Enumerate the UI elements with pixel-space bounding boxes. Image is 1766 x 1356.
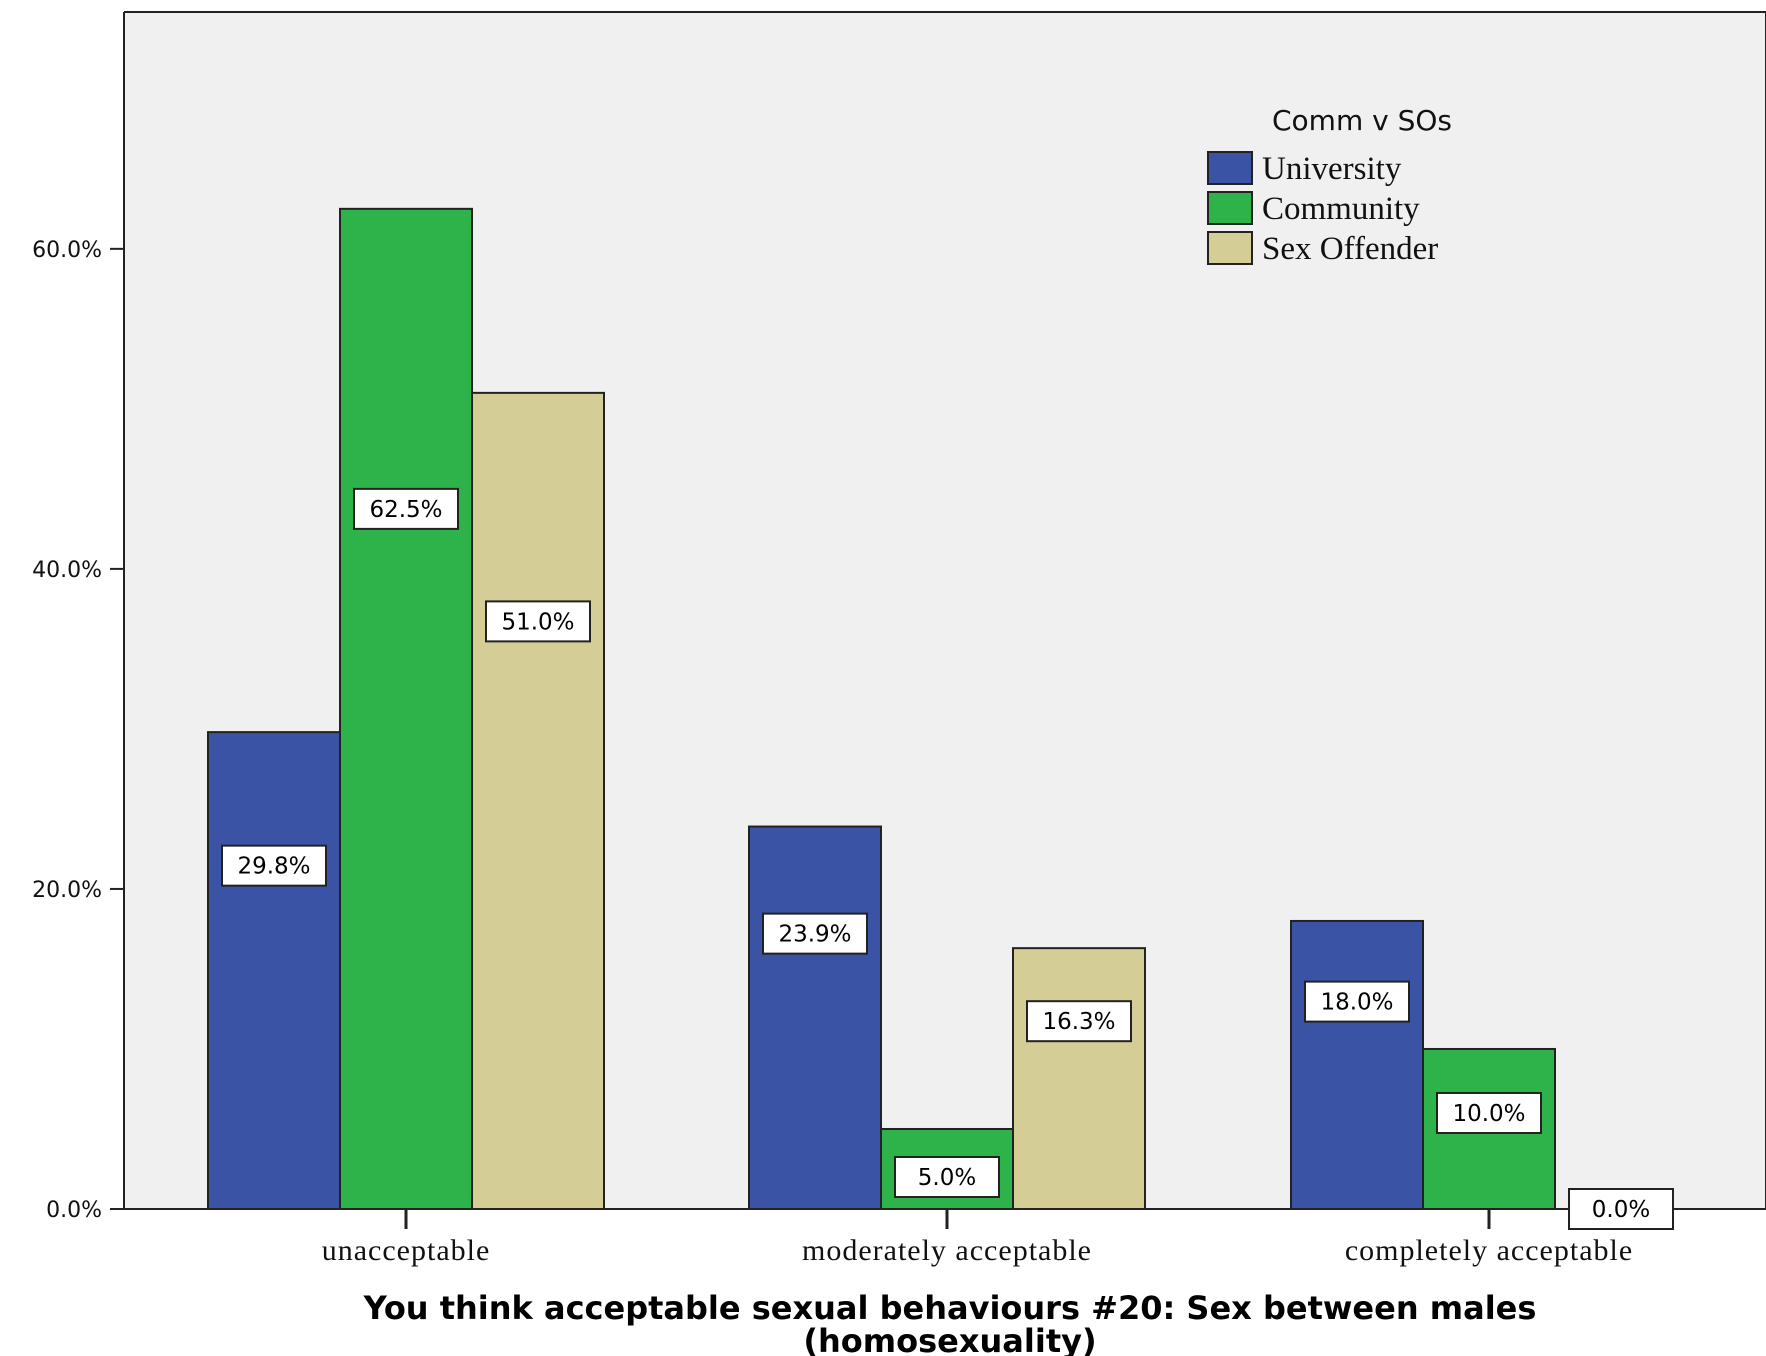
bars <box>207 207 1556 1211</box>
data-label-text: 0.0% <box>1592 1197 1650 1223</box>
x-axis-title-line-1: You think acceptable sexual behaviours #… <box>363 1289 1537 1327</box>
bar <box>339 207 473 1210</box>
data-label: 16.3% <box>1026 1000 1132 1043</box>
data-label: 5.0% <box>894 1155 1000 1198</box>
legend-item: University <box>1207 151 1402 187</box>
x-axis: unacceptable moderately acceptable complet… <box>124 1208 1766 1267</box>
legend-swatch <box>1207 191 1253 225</box>
data-label: 23.9% <box>762 912 868 955</box>
data-label-text: 16.3% <box>1042 1009 1115 1035</box>
data-label-box <box>762 912 868 955</box>
data-labels: 29.8% 23.9% 18.0% 62.5% 5.0% 10.0% 51.0% 16.3% 0… <box>221 487 1674 1230</box>
bar <box>1290 919 1424 1210</box>
y-axis: 0.0% 20.0% 40.0% 60.0% <box>32 11 1766 1223</box>
data-label-box <box>485 600 591 643</box>
legend-label: University <box>1262 151 1402 187</box>
bar <box>207 731 341 1210</box>
data-label-box <box>1304 980 1410 1023</box>
legend-label: Community <box>1262 191 1420 227</box>
data-label-text: 51.0% <box>501 609 574 635</box>
x-axis-title-line-2: (homosexuality) <box>803 1322 1096 1356</box>
x-category-label: unacceptable <box>322 1234 491 1267</box>
data-label-text: 18.0% <box>1320 990 1393 1016</box>
data-label-text: 29.8% <box>237 854 310 880</box>
legend-item: Community <box>1207 191 1420 227</box>
data-label: 18.0% <box>1304 980 1410 1023</box>
x-category-label: moderately acceptable <box>802 1234 1092 1267</box>
legend-title: Comm v SOs <box>1272 104 1452 137</box>
legend-item: Sex Offender <box>1207 231 1438 267</box>
data-label: 0.0% <box>1568 1188 1674 1230</box>
bar <box>748 825 882 1210</box>
data-label-text: 23.9% <box>778 922 851 948</box>
data-label: 10.0% <box>1436 1091 1542 1134</box>
data-label-text: 5.0% <box>918 1165 976 1191</box>
data-label-box <box>894 1155 1000 1198</box>
data-label-text: 10.0% <box>1452 1101 1525 1127</box>
data-label-box <box>221 844 327 887</box>
y-tick-label: 40.0% <box>32 558 102 583</box>
y-tick-label: 60.0% <box>32 238 102 263</box>
data-label-box <box>1026 1000 1132 1043</box>
data-label-text: 62.5% <box>369 497 442 523</box>
data-label: 29.8% <box>221 844 327 887</box>
x-category-label: completely acceptable <box>1345 1234 1633 1267</box>
legend: Comm v SOs University Community Sex Offende… <box>1207 104 1452 267</box>
data-label-box <box>1436 1091 1542 1134</box>
legend-swatch <box>1207 231 1253 265</box>
legend-swatch <box>1207 151 1253 185</box>
data-label-box <box>353 487 459 530</box>
y-tick-label: 20.0% <box>32 878 102 903</box>
data-label-box <box>1568 1188 1674 1230</box>
data-label: 51.0% <box>485 600 591 643</box>
y-tick-label: 0.0% <box>46 1198 102 1223</box>
legend-label: Sex Offender <box>1262 231 1438 267</box>
bar <box>471 391 605 1210</box>
data-label: 62.5% <box>353 487 459 530</box>
bar <box>1012 947 1146 1211</box>
